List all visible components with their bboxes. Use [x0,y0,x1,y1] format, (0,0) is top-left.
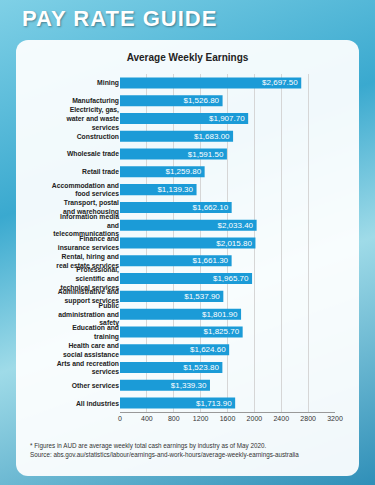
svg-text:Construction: Construction [77,133,119,140]
html-text:PAY RATE GUIDE: PAY RATE GUIDE [22,6,218,31]
svg-text:Retail trade: Retail trade [82,168,119,175]
svg-text:All industries: All industries [76,399,119,406]
svg-text:Accommodation andfood services: Accommodation andfood services [52,182,119,198]
svg-text:Information mediaandtelecommun: Information mediaandtelecommunications [53,213,119,238]
svg-text:Health care andsocial assistan: Health care andsocial assistance [63,342,119,358]
svg-text:$1,339.30: $1,339.30 [171,381,207,390]
svg-text:Other services: Other services [72,382,119,389]
svg-text:$2,015.80: $2,015.80 [216,239,252,248]
svg-text:$1,965.70: $1,965.70 [213,274,249,283]
svg-text:$1,683.00: $1,683.00 [194,132,230,141]
svg-text:2400: 2400 [273,415,289,422]
svg-text:$1,624.60: $1,624.60 [190,345,226,354]
svg-text:Education andtraining: Education andtraining [72,324,119,341]
svg-text:Transport, postaland warehousi: Transport, postaland warehousing [63,199,119,216]
svg-text:Rental, hiring andreal estate: Rental, hiring andreal estate services [56,253,119,269]
svg-text:3200: 3200 [327,415,343,422]
svg-text:1600: 1600 [220,415,236,422]
svg-text:$1,591.50: $1,591.50 [188,150,224,159]
svg-text:Professional,scientific andtec: Professional,scientific andtechnical ser… [60,266,119,291]
svg-text:$1,259.80: $1,259.80 [165,167,201,176]
svg-text:2000: 2000 [247,415,263,422]
svg-text:$1,825.70: $1,825.70 [204,327,240,336]
svg-text:Wholesale trade: Wholesale trade [67,150,119,157]
svg-text:$1,526.80: $1,526.80 [183,96,219,105]
svg-text:Arts and recreationservices: Arts and recreationservices [57,359,120,375]
svg-text:$1,523.80: $1,523.80 [183,363,219,372]
svg-text:800: 800 [168,415,180,422]
svg-text:Average Weekly Earnings: Average Weekly Earnings [127,52,249,63]
svg-text:$1,661.30: $1,661.30 [192,256,228,265]
svg-text:$2,697.50: $2,697.50 [262,78,298,87]
svg-text:$1,139.30: $1,139.30 [157,185,193,194]
svg-text:400: 400 [141,415,153,422]
svg-text:1200: 1200 [193,415,209,422]
html-text:Source: abs.gov.au/statistics/: Source: abs.gov.au/statistics/labour/ear… [30,450,299,458]
svg-text:Administrative andsupport serv: Administrative andsupport services [58,288,119,305]
svg-text:$1,801.90: $1,801.90 [202,310,238,319]
svg-text:Finance andinsurance services: Finance andinsurance services [58,235,119,251]
svg-text:Mining: Mining [97,79,119,87]
svg-text:2800: 2800 [300,415,316,422]
html-text:* Figures in AUD are average w: * Figures in AUD are average weekly tota… [30,442,267,449]
svg-text:0: 0 [118,415,122,422]
svg-text:$1,537.90: $1,537.90 [184,292,220,301]
svg-text:Electricity, gas,water and was: Electricity, gas,water and wasteservices [65,106,119,131]
svg-text:Publicadministration andsafety: Publicadministration andsafety [58,302,119,328]
svg-text:Manufacturing: Manufacturing [72,97,119,105]
svg-text:$1,713.90: $1,713.90 [196,399,232,408]
svg-text:$1,907.70: $1,907.70 [209,114,245,123]
svg-text:$1,662.10: $1,662.10 [193,203,229,212]
svg-text:$2,033.40: $2,033.40 [217,221,253,230]
